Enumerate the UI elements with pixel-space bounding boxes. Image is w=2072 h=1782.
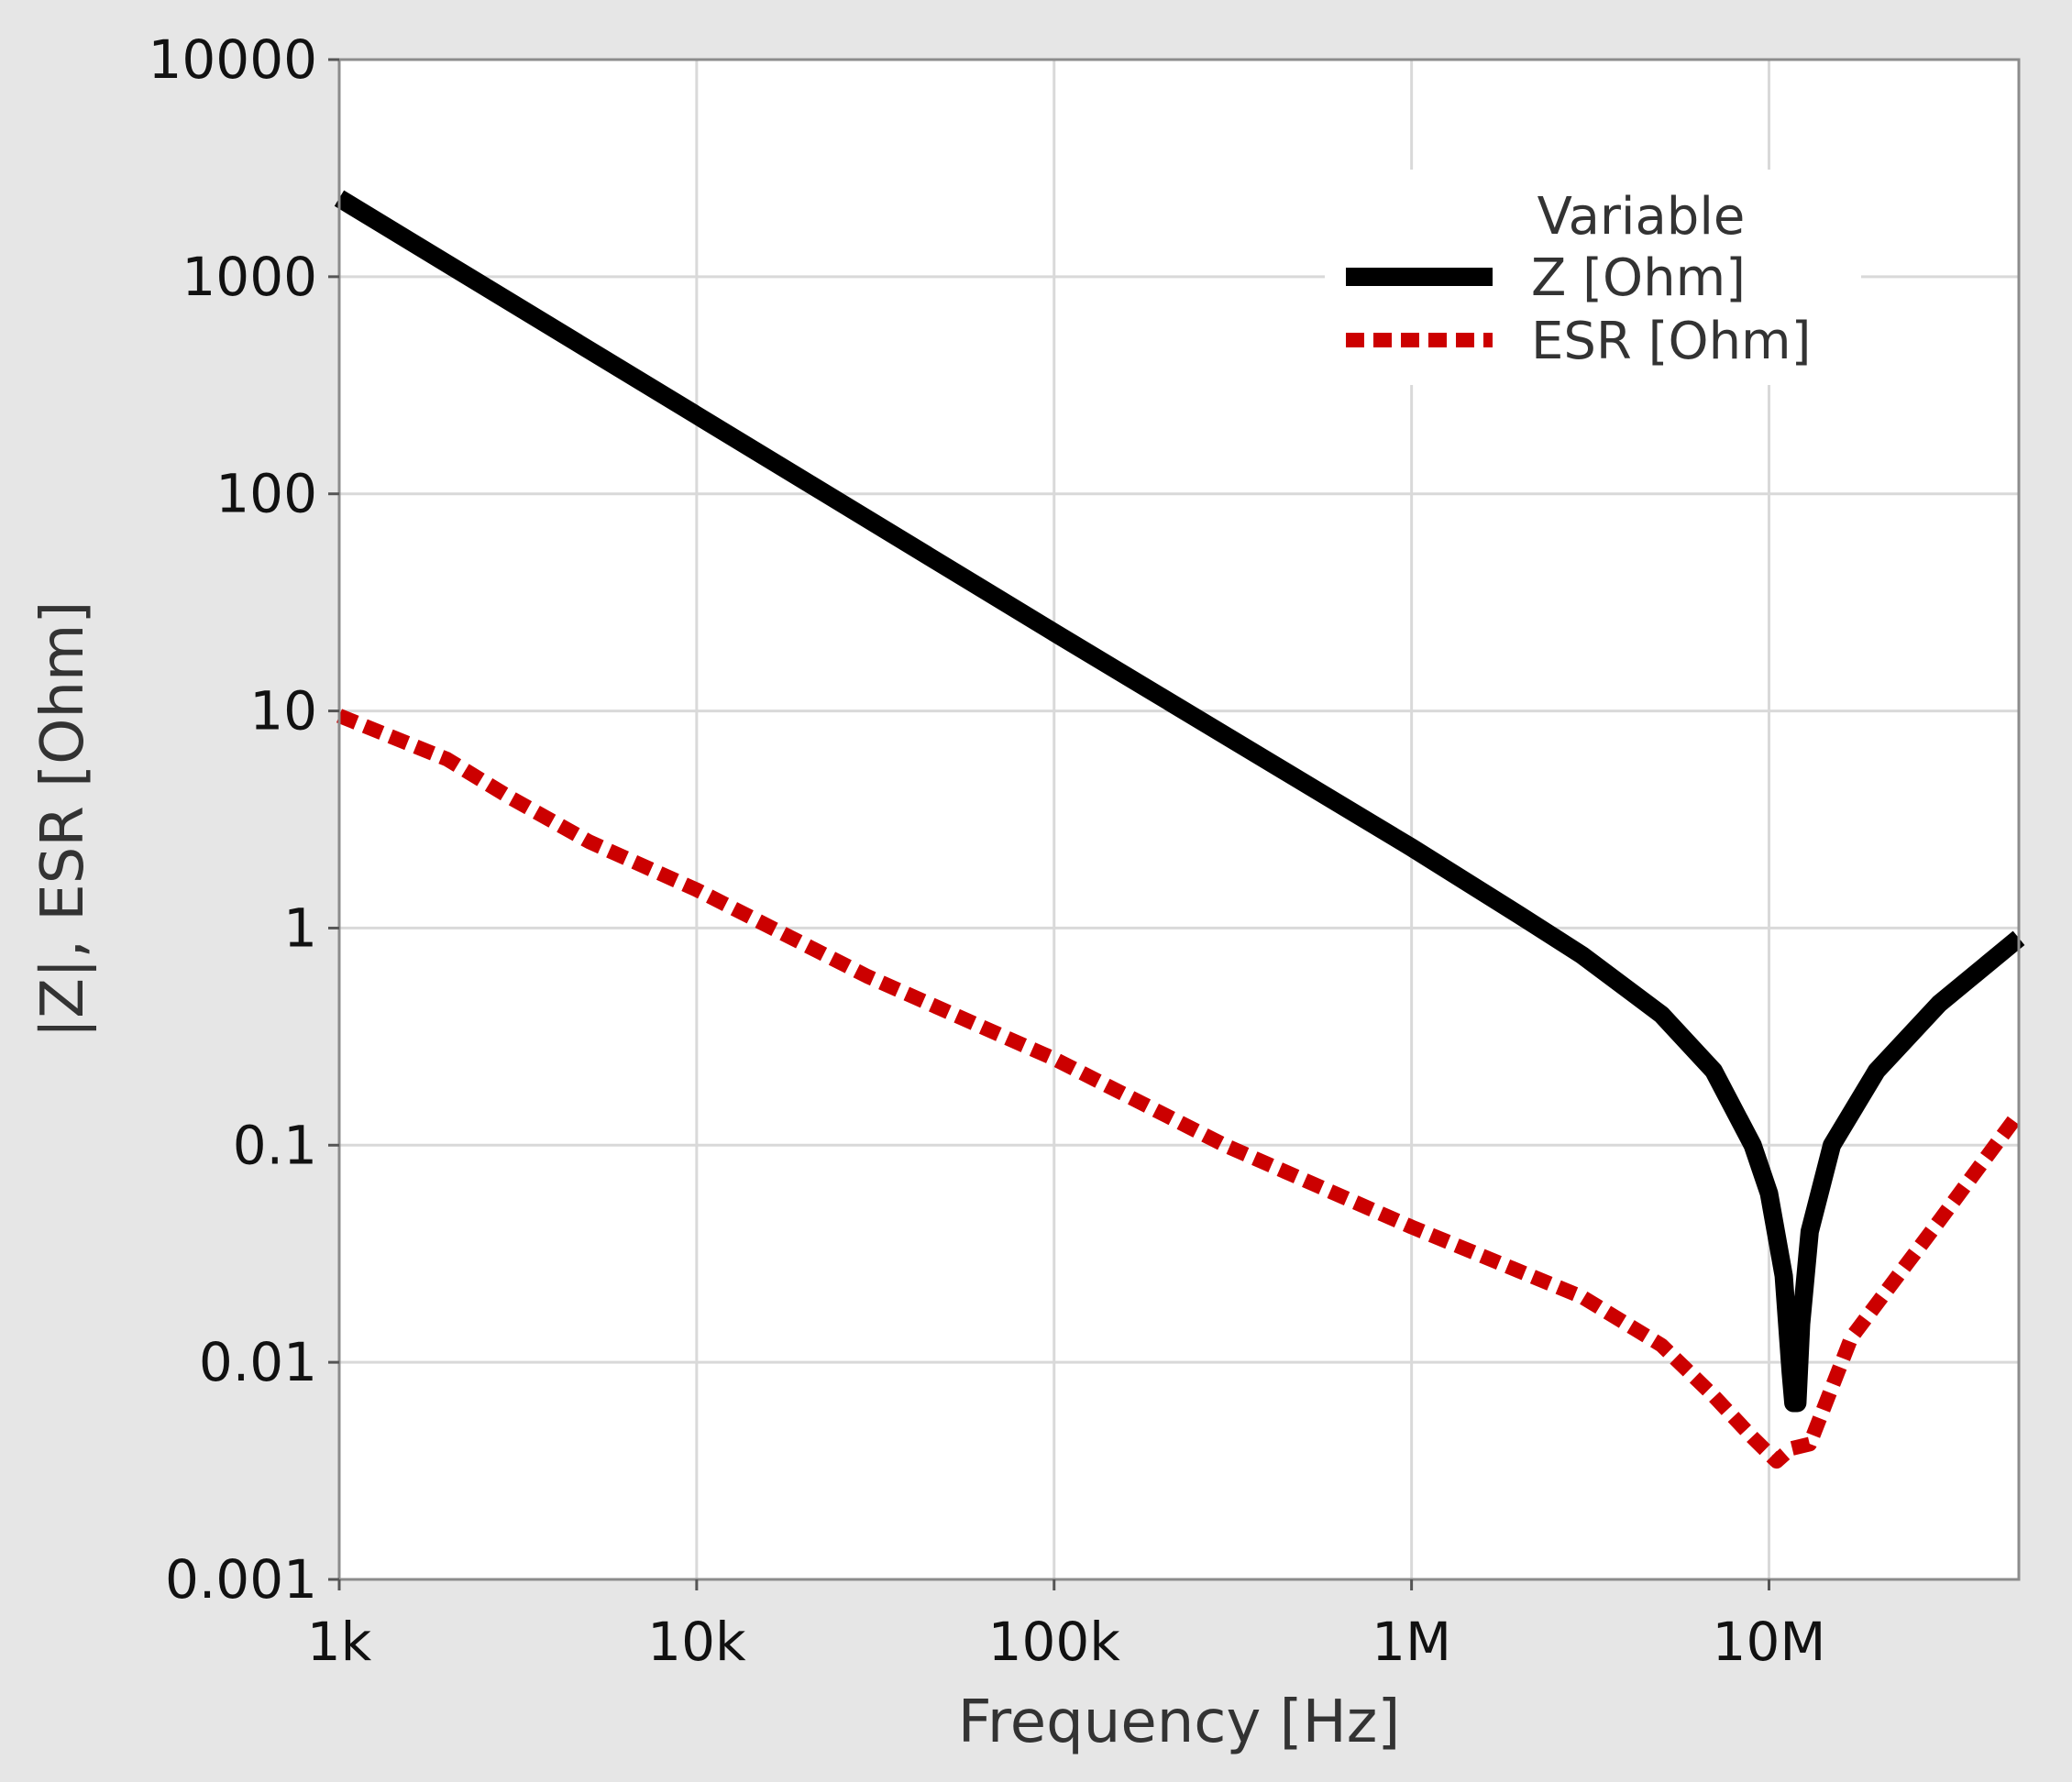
y-axis: 10000 1000 100 10 1 0.1 0.01 0.001 [148,28,339,1611]
x-tick-label: 1M [1372,1611,1451,1673]
x-tick-label: 1k [307,1611,372,1673]
legend: Variable Z [Ohm] ESR [Ohm] [1325,170,1861,385]
y-tick-label: 0.01 [199,1331,317,1393]
y-tick-label: 0.1 [233,1114,317,1176]
x-tick-label: 10M [1713,1611,1826,1673]
x-axis-title: Frequency [Hz] [958,1688,1401,1756]
y-tick-label: 10 [249,680,317,742]
y-tick-label: 100 [215,463,317,525]
series-layer [334,190,2025,1469]
esr-series-line [336,709,2025,1469]
y-tick-label: 0.001 [165,1548,317,1611]
plot-frame [337,58,2021,1581]
x-tick-label: 100k [988,1611,1121,1673]
y-tick-label: 1000 [182,246,317,308]
y-tick-label: 1 [283,896,317,959]
x-axis: 1k 10k 100k 1M 10M [307,1579,1826,1673]
z-series-line [334,190,2025,1413]
legend-title: Variable [1537,187,1746,247]
y-axis-title: |Z|, ESR [Ohm] [29,601,97,1039]
legend-label-z: Z [Ohm] [1531,248,1746,308]
legend-label-esr: ESR [Ohm] [1531,312,1811,371]
x-tick-label: 10k [647,1611,746,1673]
y-tick-label: 10000 [148,28,317,91]
